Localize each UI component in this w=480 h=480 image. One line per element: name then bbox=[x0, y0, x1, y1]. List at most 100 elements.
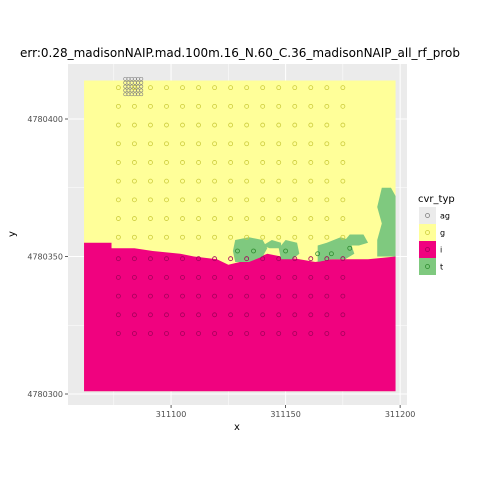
point-g bbox=[340, 178, 346, 184]
point-i bbox=[308, 274, 314, 280]
point-g bbox=[260, 85, 266, 91]
point-g bbox=[212, 197, 217, 203]
y-tick-label: 4780400 bbox=[27, 115, 63, 124]
point-i bbox=[148, 312, 153, 318]
point-g bbox=[260, 122, 266, 128]
point-g bbox=[292, 178, 298, 184]
legend-label-ag: ag bbox=[440, 212, 450, 221]
point-g bbox=[132, 216, 137, 221]
point-i bbox=[148, 293, 153, 299]
point-i bbox=[148, 256, 153, 262]
point-g bbox=[292, 85, 298, 91]
point-g bbox=[115, 197, 121, 203]
legend-key-t bbox=[419, 258, 436, 275]
tree-patch bbox=[232, 237, 268, 262]
legend-point-t bbox=[425, 264, 430, 269]
point-g bbox=[244, 216, 250, 221]
point-g bbox=[212, 103, 217, 109]
point-g bbox=[340, 103, 346, 109]
point-g bbox=[132, 103, 137, 109]
point-i bbox=[148, 274, 153, 280]
classification-raster bbox=[84, 80, 396, 392]
point-g bbox=[196, 122, 201, 128]
point-g bbox=[212, 141, 217, 147]
point-i bbox=[228, 293, 234, 299]
point-g bbox=[308, 85, 314, 91]
point-g bbox=[308, 216, 314, 221]
x-tick-label: 311100 bbox=[156, 410, 187, 419]
y-axis-title: y bbox=[7, 231, 18, 237]
point-t bbox=[329, 251, 334, 257]
point-ag bbox=[139, 76, 144, 81]
point-g bbox=[276, 178, 282, 184]
point-i bbox=[132, 274, 137, 280]
point-g bbox=[276, 160, 282, 165]
tree-patch bbox=[262, 240, 282, 249]
point-g bbox=[180, 141, 185, 147]
point-g bbox=[212, 216, 217, 221]
point-g bbox=[164, 178, 169, 184]
x-axis: 311100 311150 311200 bbox=[156, 405, 415, 419]
point-g bbox=[308, 141, 314, 147]
point-g bbox=[260, 103, 266, 109]
point-g bbox=[340, 122, 346, 128]
point-i bbox=[228, 274, 234, 280]
point-g bbox=[212, 122, 217, 128]
point-i bbox=[132, 293, 137, 299]
point-i bbox=[132, 331, 137, 336]
point-g bbox=[115, 178, 121, 184]
point-i bbox=[148, 331, 153, 336]
point-ag bbox=[139, 92, 144, 97]
point-g bbox=[115, 103, 121, 109]
point-g bbox=[324, 197, 330, 203]
point-i bbox=[212, 312, 217, 318]
point-i bbox=[180, 293, 185, 299]
point-g bbox=[292, 122, 298, 128]
point-g bbox=[324, 122, 330, 128]
point-g bbox=[340, 197, 346, 203]
legend: cvr_typ ag git bbox=[418, 194, 455, 275]
point-i bbox=[308, 331, 314, 336]
point-i bbox=[196, 274, 201, 280]
point-g bbox=[228, 178, 234, 184]
point-g bbox=[260, 216, 266, 221]
point-g bbox=[115, 141, 121, 147]
point-g bbox=[292, 160, 298, 165]
point-g bbox=[228, 234, 234, 240]
x-tick-label: 311150 bbox=[270, 410, 301, 419]
point-g bbox=[115, 234, 121, 240]
point-g bbox=[308, 178, 314, 184]
point-g bbox=[244, 197, 250, 203]
point-g bbox=[324, 178, 330, 184]
point-g bbox=[132, 178, 137, 184]
point-i bbox=[228, 312, 234, 318]
point-g bbox=[260, 178, 266, 184]
point-g bbox=[228, 85, 234, 91]
point-i bbox=[196, 312, 201, 318]
point-g bbox=[148, 122, 153, 128]
point-g bbox=[196, 197, 201, 203]
point-g bbox=[244, 234, 250, 240]
point-g bbox=[180, 234, 185, 240]
point-g bbox=[260, 160, 266, 165]
point-i bbox=[276, 331, 282, 336]
point-g bbox=[196, 103, 201, 109]
y-axis: 4780300 4780350 4780400 bbox=[27, 115, 68, 399]
legend-key-g bbox=[419, 224, 436, 241]
point-g bbox=[115, 85, 121, 91]
point-g bbox=[260, 197, 266, 203]
point-i bbox=[260, 293, 266, 299]
point-g bbox=[308, 160, 314, 165]
point-i bbox=[132, 256, 137, 262]
point-g bbox=[276, 103, 282, 109]
legend-point-ag bbox=[425, 213, 430, 218]
point-g bbox=[132, 234, 137, 240]
point-g bbox=[148, 103, 153, 109]
point-i bbox=[244, 331, 250, 336]
point-g bbox=[228, 141, 234, 147]
point-g bbox=[180, 85, 185, 91]
point-i bbox=[324, 331, 330, 336]
point-g bbox=[244, 178, 250, 184]
point-g bbox=[196, 85, 201, 91]
point-g bbox=[324, 234, 330, 240]
